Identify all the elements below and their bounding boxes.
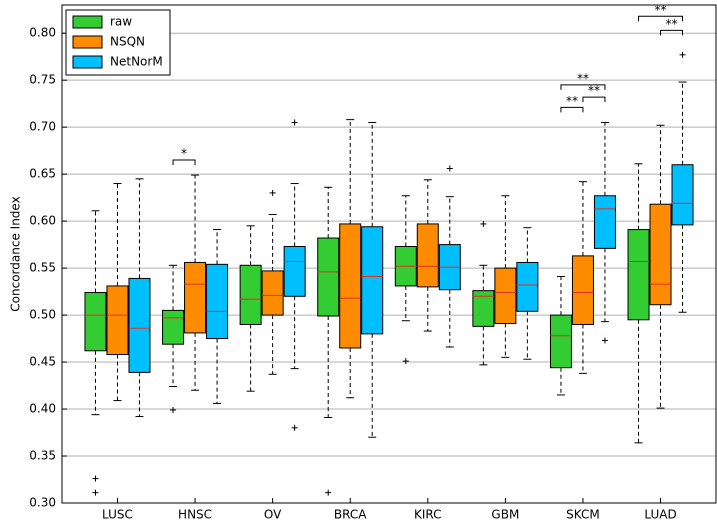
box bbox=[472, 290, 495, 327]
legend-label: raw bbox=[110, 15, 132, 29]
outlier bbox=[92, 475, 99, 482]
legend-swatch bbox=[72, 15, 103, 29]
x-tick-label: OV bbox=[264, 508, 282, 520]
outlier bbox=[291, 424, 298, 431]
box bbox=[162, 309, 185, 345]
y-axis-label: Concordance Index bbox=[9, 196, 23, 311]
legend-label: NetNorM bbox=[110, 55, 163, 69]
box bbox=[283, 245, 306, 297]
outlier bbox=[269, 189, 276, 196]
y-tick-label: 0.35 bbox=[29, 449, 56, 463]
x-tick-label: LUAD bbox=[644, 508, 676, 520]
box bbox=[627, 229, 650, 321]
significance-label: ** bbox=[666, 17, 678, 31]
significance-label: ** bbox=[655, 3, 667, 17]
outlier bbox=[92, 489, 99, 496]
box bbox=[184, 261, 207, 334]
outlier bbox=[402, 358, 409, 365]
box bbox=[516, 261, 539, 312]
y-tick-label: 0.60 bbox=[29, 214, 56, 228]
box bbox=[317, 237, 340, 317]
y-tick-label: 0.45 bbox=[29, 355, 56, 369]
box bbox=[571, 255, 594, 325]
y-tick-label: 0.80 bbox=[29, 26, 56, 40]
box bbox=[593, 195, 616, 249]
significance-label: ** bbox=[588, 84, 600, 98]
outlier bbox=[601, 337, 608, 344]
significance-bracket bbox=[172, 159, 196, 166]
x-tick-label: SKCM bbox=[566, 508, 600, 520]
box bbox=[84, 292, 107, 352]
y-tick-label: 0.65 bbox=[29, 167, 56, 181]
x-tick-label: GBM bbox=[491, 508, 519, 520]
box bbox=[549, 314, 572, 369]
outlier bbox=[679, 51, 686, 58]
y-tick-label: 0.50 bbox=[29, 308, 56, 322]
x-tick-label: KIRC bbox=[414, 508, 442, 520]
box bbox=[261, 270, 284, 316]
significance-label: ** bbox=[577, 71, 589, 85]
x-tick-label: BRCA bbox=[334, 508, 367, 520]
significance-bracket bbox=[638, 15, 684, 22]
outlier bbox=[480, 220, 487, 227]
box bbox=[239, 264, 262, 325]
box bbox=[128, 277, 151, 373]
box bbox=[339, 223, 362, 349]
box bbox=[106, 285, 129, 356]
significance-label: * bbox=[181, 147, 187, 161]
plot-frame bbox=[61, 4, 717, 504]
legend-label: NSQN bbox=[110, 35, 145, 49]
legend-swatch bbox=[72, 35, 103, 49]
significance-bracket bbox=[582, 96, 606, 103]
y-tick-label: 0.55 bbox=[29, 261, 56, 275]
significance-bracket bbox=[560, 106, 584, 113]
outlier bbox=[446, 165, 453, 172]
y-tick-label: 0.75 bbox=[29, 73, 56, 87]
box bbox=[206, 263, 229, 340]
y-tick-label: 0.40 bbox=[29, 402, 56, 416]
legend-swatch bbox=[72, 55, 103, 69]
box bbox=[494, 267, 517, 325]
legend: raw NSQN NetNorM bbox=[65, 9, 171, 76]
y-tick-label: 0.30 bbox=[29, 496, 56, 510]
box bbox=[361, 226, 384, 335]
significance-bracket bbox=[660, 29, 684, 36]
y-tick-label: 0.70 bbox=[29, 120, 56, 134]
significance-label: ** bbox=[566, 94, 578, 108]
box bbox=[649, 203, 672, 306]
box bbox=[416, 223, 439, 288]
x-tick-label: HNSC bbox=[178, 508, 212, 520]
significance-bracket bbox=[560, 84, 606, 90]
outlier bbox=[325, 489, 332, 496]
box bbox=[671, 164, 694, 226]
outlier bbox=[170, 406, 177, 413]
outlier bbox=[291, 119, 298, 126]
x-tick-label: LUSC bbox=[102, 508, 133, 520]
